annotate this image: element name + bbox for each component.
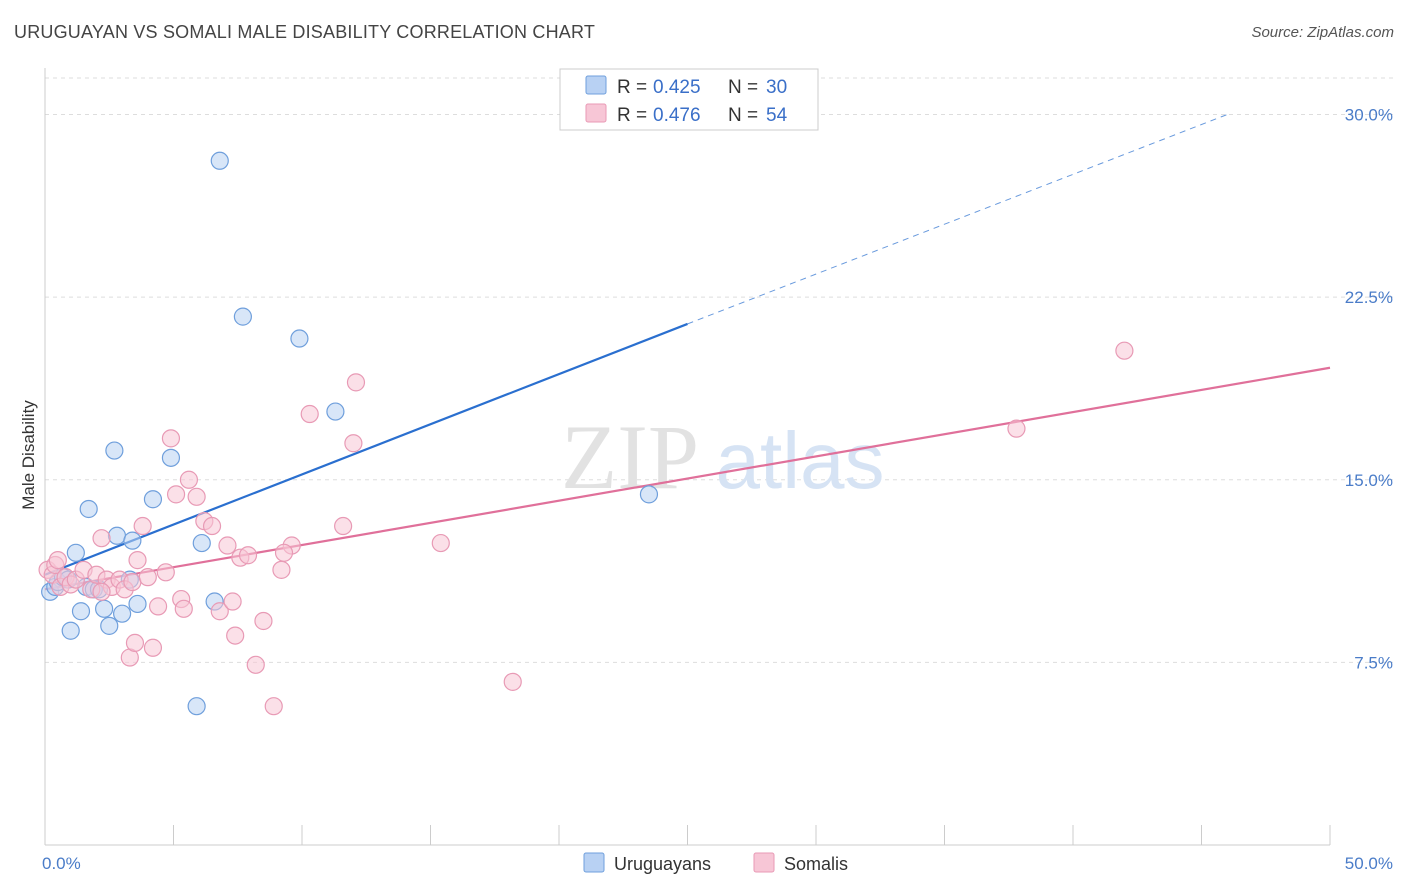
point-uruguayans-12 (95, 599, 114, 618)
legend-n-label-somalis: N = (728, 105, 758, 126)
point-somalis-42 (344, 434, 363, 453)
y-tick-label-1: 15.0% (1345, 471, 1393, 490)
x-tick-label-0: 0.0% (42, 854, 81, 873)
point-somalis-52 (223, 592, 242, 611)
point-somalis-18 (133, 516, 152, 536)
legend-r-label-uruguayans: R = (617, 77, 647, 98)
x-tick-label-1: 50.0% (1345, 854, 1393, 873)
axes (44, 68, 1331, 846)
point-somalis-41 (334, 516, 353, 536)
point-uruguayans-28 (639, 485, 659, 504)
chart-title: URUGUAYAN VS SOMALI MALE DISABILITY CORR… (14, 22, 596, 42)
point-somalis-32 (226, 626, 245, 645)
point-somalis-29 (202, 516, 222, 536)
legend-swatch-uruguayans (585, 75, 607, 95)
point-somalis-51 (174, 599, 193, 618)
trend-lines (44, 114, 1331, 591)
series-legend: Uruguayans Somalis (583, 852, 848, 874)
point-somalis-40 (300, 404, 319, 424)
point-uruguayans-24 (210, 151, 229, 170)
point-uruguayans-26 (290, 329, 309, 348)
legend-r-value-somalis: 0.476 (653, 105, 701, 126)
point-somalis-49 (92, 582, 111, 601)
point-somalis-47 (1115, 341, 1134, 360)
y-tick-label-2: 22.5% (1345, 288, 1393, 307)
point-uruguayans-16 (112, 604, 132, 623)
y-tick-label-0: 7.5% (1354, 653, 1393, 672)
point-uruguayans-20 (143, 490, 163, 509)
data-points (38, 151, 1134, 716)
y-tick-labels: 7.5% 15.0% 22.5% 30.0% (1345, 106, 1393, 673)
trendline-uruguayans-extension (687, 114, 1228, 325)
point-uruguayans-29 (187, 697, 206, 716)
point-somalis-26 (179, 470, 199, 489)
point-uruguayans-8 (61, 621, 80, 640)
point-somalis-11 (92, 529, 111, 548)
watermark-atlas: atlas (716, 416, 885, 505)
point-uruguayans-6 (71, 602, 91, 621)
point-uruguayans-22 (192, 533, 211, 553)
series-legend-swatch-uruguayans (583, 852, 605, 873)
series-legend-label-uruguayans: Uruguayans (614, 854, 711, 874)
chart-source: Source: ZipAtlas.com (1251, 24, 1394, 41)
point-uruguayans-5 (66, 543, 85, 562)
x-tick-labels: 0.0% 50.0% (42, 854, 1393, 873)
point-uruguayans-13 (100, 616, 119, 635)
legend-n-value-uruguayans: 30 (766, 77, 787, 98)
point-somalis-3 (48, 551, 67, 570)
point-uruguayans-25 (233, 307, 252, 326)
legend-n-value-somalis: 54 (766, 105, 788, 126)
point-somalis-37 (264, 697, 283, 716)
trendline-somalis (44, 366, 1331, 591)
watermark-zip: ZIP (561, 406, 699, 508)
y-axis-title: Male Disability (19, 400, 38, 510)
point-somalis-36 (254, 611, 273, 631)
point-somalis-38 (272, 560, 291, 579)
point-somalis-50 (125, 633, 145, 653)
point-uruguayans-27 (326, 402, 345, 421)
point-somalis-17 (128, 551, 147, 570)
point-somalis-23 (161, 429, 181, 448)
series-legend-swatch-somalis (753, 852, 775, 873)
point-somalis-27 (187, 487, 206, 506)
stats-legend: R = 0.425 N = 30 R = 0.476 N = 54 (559, 68, 819, 131)
point-somalis-53 (274, 543, 294, 562)
point-somalis-20 (143, 638, 163, 657)
point-somalis-21 (148, 597, 168, 616)
legend-swatch-somalis (585, 103, 607, 123)
point-somalis-46 (1007, 419, 1026, 438)
point-uruguayans-15 (105, 441, 124, 460)
point-somalis-30 (210, 602, 229, 621)
series-legend-label-somalis: Somalis (784, 854, 848, 874)
point-somalis-31 (218, 536, 237, 555)
point-somalis-19 (138, 568, 157, 587)
point-somalis-43 (346, 373, 366, 392)
y-tick-label-3: 30.0% (1345, 106, 1393, 125)
point-uruguayans-21 (161, 448, 181, 467)
point-somalis-35 (246, 655, 265, 674)
point-somalis-22 (156, 563, 175, 582)
watermark: ZIP atlas (561, 406, 884, 508)
point-somalis-34 (238, 546, 258, 565)
point-uruguayans-9 (79, 499, 98, 519)
point-somalis-44 (431, 533, 450, 553)
grid-lines (45, 77, 1395, 663)
point-uruguayans-14 (107, 526, 127, 545)
legend-r-value-uruguayans: 0.425 (653, 77, 701, 98)
trendline-uruguayans (44, 322, 688, 576)
point-somalis-16 (123, 572, 142, 592)
legend-r-label-somalis: R = (617, 105, 647, 126)
point-uruguayans-18 (123, 531, 142, 550)
point-somalis-24 (166, 485, 186, 504)
point-uruguayans-19 (128, 594, 147, 614)
legend-n-label-uruguayans: N = (728, 77, 758, 98)
point-somalis-45 (503, 672, 522, 691)
